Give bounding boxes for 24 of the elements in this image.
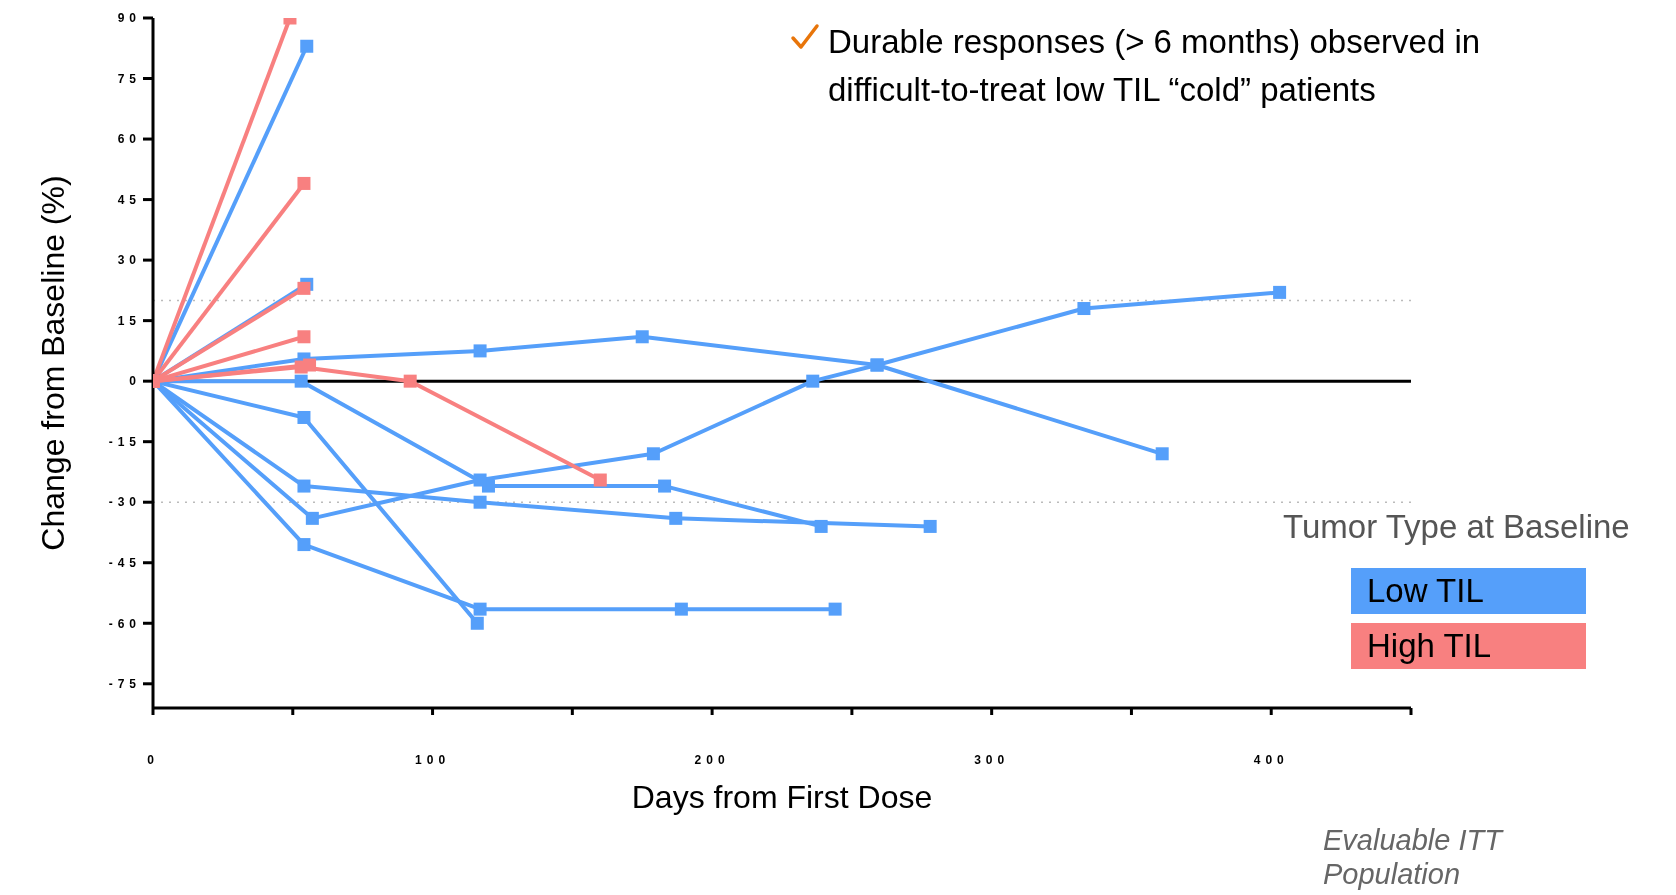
x-tick-label: 100 [415, 752, 451, 767]
x-tick-label: 200 [694, 752, 730, 767]
text: Low TIL [1351, 568, 1586, 614]
y-tick-label: 90 [117, 11, 141, 26]
x-tick-label: 0 [147, 752, 159, 767]
annotation: Durable responses (> 6 months) observed in difficult-to-treat low TIL “cold” patients [828, 22, 1482, 110]
legend-title: Tumor Type at Baseline [1283, 508, 1630, 546]
x-axis-title: Days from First Dose [631, 779, 933, 815]
x-tick-label: 400 [1253, 752, 1289, 767]
y-tick-label: 0 [129, 374, 141, 389]
y-tick-label: 75 [117, 71, 141, 86]
y-axis-title: Change from Baseline (%) [35, 175, 72, 551]
text: High TIL [1351, 623, 1586, 669]
y-tick-label: 15 [117, 313, 141, 328]
y-tick-label: -60 [108, 616, 141, 631]
y-tick-label: 30 [117, 253, 141, 268]
y-tick-label: 60 [117, 132, 141, 147]
x-tick-label: 300 [974, 752, 1010, 767]
y-tick-label: -45 [108, 556, 141, 570]
y-tick-label: -75 [108, 677, 141, 692]
text: Evaluable ITT Population [1323, 823, 1505, 891]
y-tick-label: -15 [108, 434, 141, 449]
y-tick-label: 45 [117, 192, 141, 207]
y-tick-label: -30 [108, 495, 141, 510]
